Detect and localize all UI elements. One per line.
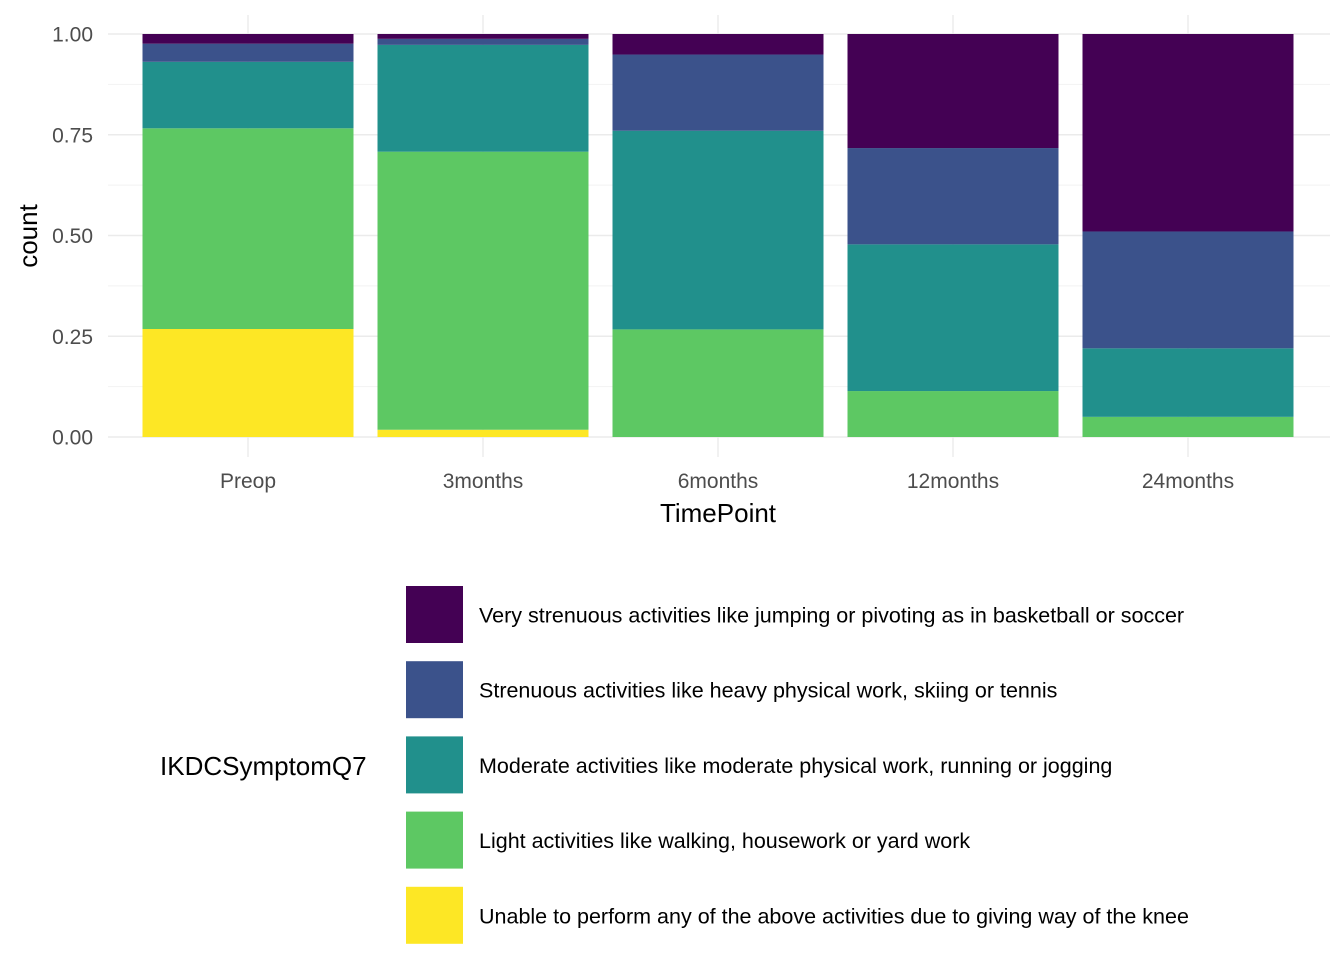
- bar-segment: [847, 244, 1059, 392]
- legend-key: [406, 811, 463, 869]
- bar-segment: [1082, 34, 1294, 232]
- x-tick-label: Preop: [220, 470, 276, 493]
- x-tick-label: 6months: [678, 470, 759, 493]
- y-tick-labels: 0.00 0.25 0.50 0.75 1.00: [52, 24, 93, 450]
- bar-segment: [377, 38, 589, 45]
- x-tick-labels: Preop 3months 6months 12months 24months: [220, 470, 1234, 493]
- y-tick-label: 0.75: [52, 124, 93, 147]
- x-tick-label: 3months: [443, 470, 524, 493]
- y-tick-label: 0.50: [52, 225, 93, 248]
- y-tick-label: 1.00: [52, 24, 93, 47]
- bar-segment: [142, 43, 354, 62]
- bar-segment: [142, 61, 354, 129]
- y-tick-label: 0.00: [52, 427, 93, 450]
- bar-segment: [612, 34, 824, 55]
- bar-segment: [142, 128, 354, 329]
- bar-segment: [377, 151, 589, 430]
- x-axis-title: TimePoint: [660, 498, 777, 528]
- legend: Very strenuous activities like jumping o…: [406, 586, 1189, 944]
- bar-segment: [847, 34, 1059, 149]
- legend-label: Strenuous activities like heavy physical…: [479, 679, 1057, 703]
- legend-label: Light activities like walking, housework…: [479, 829, 970, 853]
- bar-segment: [142, 328, 354, 437]
- bar-segment: [142, 34, 354, 44]
- bar-segment: [377, 34, 589, 39]
- bar-segment: [1082, 231, 1294, 349]
- legend-key: [406, 661, 463, 719]
- legend-key: [406, 736, 463, 794]
- legend-label: Unable to perform any of the above activ…: [479, 904, 1189, 928]
- x-tick-label: 12months: [907, 470, 999, 493]
- legend-key: [406, 586, 463, 643]
- bar-segment: [1082, 416, 1294, 437]
- bar-segment: [377, 44, 589, 152]
- legend-key: [406, 886, 463, 944]
- bar-segment: [1082, 348, 1294, 417]
- bar-segment: [612, 329, 824, 437]
- bar-segment: [847, 391, 1059, 437]
- bar-segment: [612, 54, 824, 131]
- legend-title: IKDCSymptomQ7: [160, 751, 367, 781]
- bars-layer: [142, 34, 1294, 437]
- bar-segment: [377, 429, 589, 437]
- x-tick-label: 24months: [1142, 470, 1234, 493]
- legend-label: Moderate activities like moderate physic…: [479, 754, 1112, 778]
- y-tick-label: 0.25: [52, 326, 93, 349]
- bar-segment: [847, 148, 1059, 245]
- y-axis-title: count: [13, 203, 43, 267]
- legend-label: Very strenuous activities like jumping o…: [479, 604, 1184, 628]
- bar-segment: [612, 130, 824, 330]
